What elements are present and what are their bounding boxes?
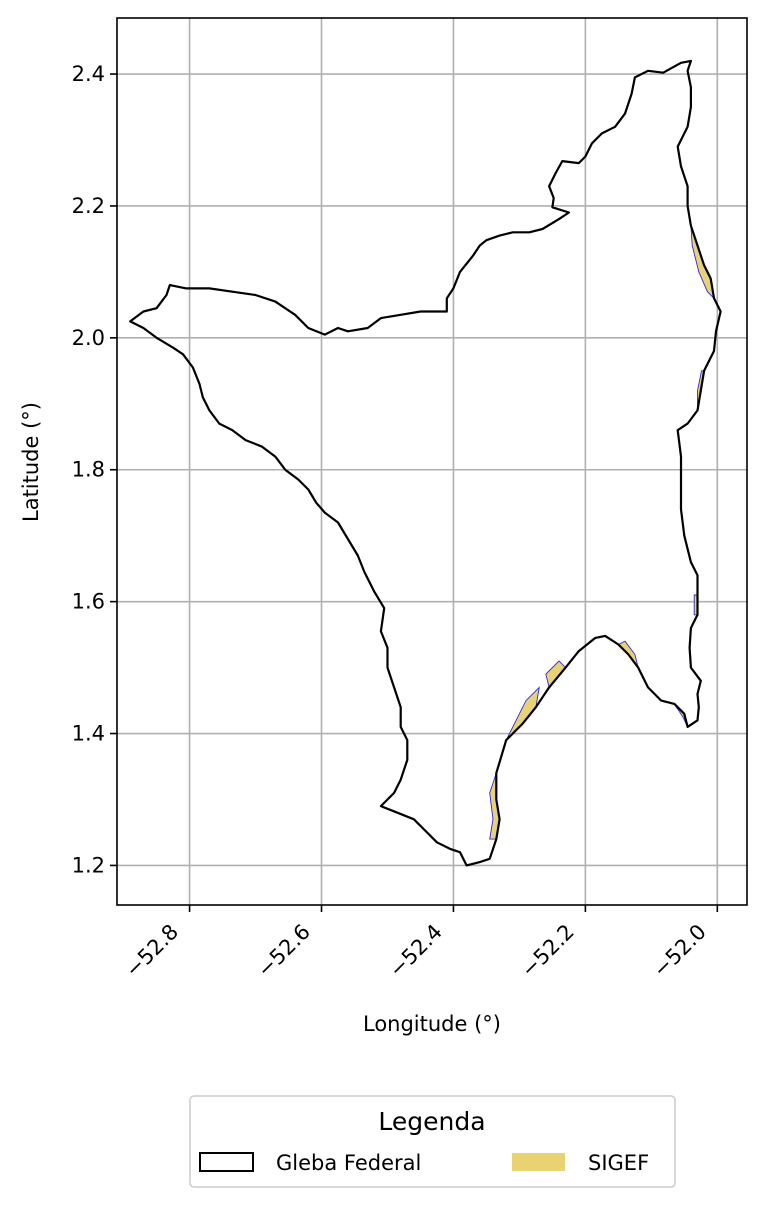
grid-lines bbox=[117, 18, 747, 905]
y-axis-title: Latitude (°) bbox=[19, 402, 43, 522]
legend: Legenda Gleba Federal SIGEF bbox=[189, 1095, 676, 1188]
legend-swatch-gleba-federal bbox=[199, 1152, 254, 1172]
y-tick-label: 1.4 bbox=[72, 722, 105, 746]
x-axis-title: Longitude (°) bbox=[363, 1012, 501, 1036]
legend-title: Legenda bbox=[378, 1107, 485, 1136]
plot-frame bbox=[116, 17, 748, 906]
y-tick-label: 1.8 bbox=[72, 458, 105, 482]
y-tick-label: 2.0 bbox=[72, 326, 105, 350]
legend-swatch-sigef bbox=[512, 1153, 565, 1171]
legend-label-sigef: SIGEF bbox=[588, 1151, 649, 1175]
y-tick-label: 2.2 bbox=[72, 194, 105, 218]
legend-label-gleba-federal: Gleba Federal bbox=[276, 1151, 421, 1175]
y-tick-label: 2.4 bbox=[72, 62, 105, 86]
gleba-federal-layer bbox=[129, 59, 722, 867]
gleba-federal-boundary bbox=[129, 59, 722, 867]
y-tick-label: 1.6 bbox=[72, 590, 105, 614]
y-tick-label: 1.2 bbox=[72, 853, 105, 877]
